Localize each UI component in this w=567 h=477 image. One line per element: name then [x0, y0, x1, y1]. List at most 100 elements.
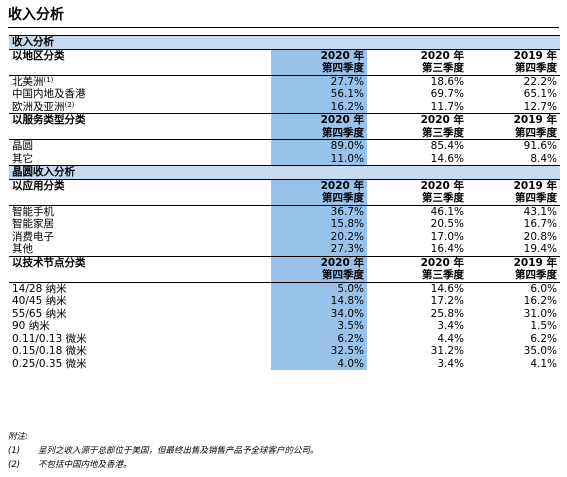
value-cell: 17.2% [430, 295, 464, 307]
data-row: 北美洲(1) 27.7% 18.6% 22.2% [9, 75, 560, 88]
group-header-row: 以地区分类 2020 年第四季度 2020 年第三季度 2019 年第四季度 [9, 48, 560, 76]
value-cell: 18.6% [430, 75, 464, 88]
column-quarter: 第三季度 [422, 126, 464, 139]
value-cell: 89.0% [271, 139, 367, 153]
value-cell: 15.8% [271, 218, 367, 231]
row-label: 北美洲 [12, 75, 44, 88]
value-cell: 8.4% [530, 152, 557, 165]
section-row: 晶圆收入分析 [9, 165, 560, 180]
value-cell: 3.4% [437, 357, 464, 370]
value-cell: 1.5% [530, 320, 557, 332]
row-label-cell: 0.11/0.13 微米 [9, 333, 271, 346]
value-cell: 46.1% [430, 205, 464, 218]
value-cell: 34.0% [271, 307, 367, 320]
group-title: 以地区分类 [9, 48, 271, 76]
column-year: 2020 年 [420, 114, 464, 126]
column-year: 2020 年 [320, 49, 364, 62]
column-quarter: 第四季度 [515, 126, 557, 139]
value-cell: 6.2% [271, 332, 367, 345]
value-cell: 11.7% [430, 100, 464, 113]
value-cell: 69.7% [430, 88, 464, 100]
row-label-cell: 0.15/0.18 微米 [9, 345, 271, 358]
data-row: 中国内地及香港 56.1% 69.7% 65.1% [9, 88, 560, 101]
column-header: 2020 年第四季度 [271, 178, 367, 206]
value-cell: 16.2% [523, 295, 557, 307]
data-row: 其它 11.0% 14.6% 8.4% [9, 152, 560, 166]
data-row: 55/65 纳米 34.0% 25.8% 31.0% [9, 307, 560, 320]
column-header: 2019 年第四季度 [467, 113, 560, 140]
column-header: 2020 年第四季度 [271, 255, 367, 283]
row-label-cell: 中国内地及香港 [9, 88, 271, 101]
data-row: 14/28 纳米 5.0% 14.6% 6.0% [9, 282, 560, 295]
column-year: 2019 年 [513, 256, 557, 269]
column-year: 2020 年 [420, 179, 464, 192]
value-cell: 14.8% [271, 295, 367, 308]
value-cell: 85.4% [430, 140, 464, 152]
value-cell: 14.6% [430, 282, 464, 295]
row-label: 0.11/0.13 微米 [12, 332, 87, 345]
row-label-cell: 90 纳米 [9, 320, 271, 333]
value-cell: 43.1% [523, 205, 557, 218]
value-cell: 20.5% [430, 218, 464, 230]
row-label-cell: 40/45 纳米 [9, 295, 271, 308]
value-cell: 4.0% [271, 357, 367, 370]
footnote-heading: 附注: [8, 432, 28, 442]
value-cell: 19.4% [523, 243, 557, 255]
row-label: 40/45 纳米 [12, 295, 67, 307]
row-label: 晶圆 [12, 140, 33, 152]
column-quarter: 第三季度 [422, 269, 464, 281]
data-row: 欧洲及亚洲(2) 16.2% 11.7% 12.7% [9, 100, 560, 114]
column-quarter: 第四季度 [515, 269, 557, 281]
section-row: 收入分析 [9, 35, 560, 50]
row-label-cell: 14/28 纳米 [9, 282, 271, 295]
value-cell: 16.4% [430, 243, 464, 255]
data-row: 消费电子 20.2% 17.0% 20.8% [9, 230, 560, 243]
row-label-cell: 北美洲(1) [9, 75, 271, 88]
group-title: 以应用分类 [9, 178, 271, 206]
value-cell: 5.0% [271, 282, 367, 295]
section-title: 收入分析 [9, 35, 560, 50]
value-cell: 16.7% [523, 218, 557, 230]
value-cell: 20.8% [523, 230, 557, 243]
column-year: 2020 年 [320, 114, 364, 126]
row-label: 90 纳米 [12, 320, 50, 332]
value-cell: 35.0% [523, 345, 557, 357]
column-header: 2020 年第三季度 [367, 255, 467, 283]
column-year: 2020 年 [320, 179, 364, 192]
value-cell: 91.6% [523, 140, 557, 152]
column-year: 2019 年 [513, 179, 557, 192]
column-quarter: 第三季度 [422, 62, 464, 74]
value-cell: 4.4% [437, 332, 464, 345]
data-row: 智能家居 15.8% 20.5% 16.7% [9, 218, 560, 231]
row-note: (2) [64, 100, 75, 109]
footnote: (2) 不包括中国内地及香港。 [8, 458, 319, 472]
row-label: 14/28 纳米 [12, 282, 67, 295]
column-quarter: 第四季度 [322, 62, 364, 74]
row-label-cell: 0.25/0.35 微米 [9, 358, 271, 371]
value-cell: 31.0% [523, 307, 557, 320]
row-label: 55/65 纳米 [12, 307, 67, 320]
value-cell: 56.1% [271, 88, 367, 101]
section-title: 晶圆收入分析 [9, 165, 560, 180]
row-label: 智能家居 [12, 218, 54, 230]
column-year: 2019 年 [513, 49, 557, 62]
row-label-cell: 智能家居 [9, 218, 271, 231]
group-header-row: 以应用分类 2020 年第四季度 2020 年第三季度 2019 年第四季度 [9, 178, 560, 206]
value-cell: 65.1% [523, 88, 557, 100]
data-row: 40/45 纳米 14.8% 17.2% 16.2% [9, 295, 560, 308]
column-quarter: 第四季度 [322, 192, 364, 204]
footnote-text: 不包括中国内地及香港。 [38, 460, 132, 470]
footnote-marker: (1) [8, 446, 21, 456]
column-year: 2019 年 [513, 114, 557, 126]
value-cell: 3.4% [437, 320, 464, 332]
column-header: 2020 年第三季度 [367, 48, 467, 76]
value-cell: 27.7% [271, 75, 367, 88]
value-cell: 4.1% [530, 357, 557, 370]
data-row: 0.25/0.35 微米 4.0% 3.4% 4.1% [9, 357, 560, 371]
value-cell: 12.7% [523, 100, 557, 113]
value-cell: 25.8% [430, 307, 464, 320]
column-quarter: 第三季度 [422, 192, 464, 204]
column-year: 2020 年 [320, 256, 364, 269]
data-row: 90 纳米 3.5% 3.4% 1.5% [9, 320, 560, 333]
